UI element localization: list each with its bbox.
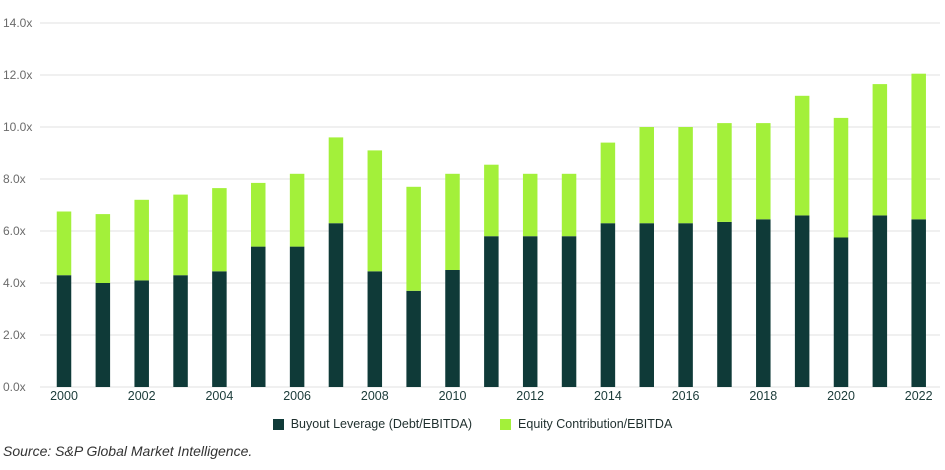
x-tick-label: 2000 [50, 389, 78, 403]
legend-label-equity: Equity Contribution/EBITDA [518, 417, 673, 431]
bar-equity [561, 173, 577, 237]
bar-equity [484, 164, 499, 237]
bar-equity [56, 211, 72, 276]
y-tick-label: 6.0x [3, 224, 26, 238]
bar-leverage [367, 271, 383, 387]
y-tick-label: 14.0x [3, 16, 32, 30]
bar-equity [717, 123, 732, 222]
bar-leverage [678, 223, 693, 387]
y-tick-label: 10.0x [3, 120, 32, 134]
legend-item-leverage: Buyout Leverage (Debt/EBITDA) [272, 417, 473, 431]
bar-leverage [328, 223, 344, 387]
bar-equity [251, 182, 266, 247]
bar-equity [600, 142, 616, 224]
y-tick-label: 0.0x [3, 380, 26, 394]
bar-equity [756, 123, 771, 220]
bar-leverage [289, 246, 305, 387]
bar-leverage [406, 290, 421, 387]
bar-equity [445, 173, 460, 270]
bar-leverage [251, 246, 266, 387]
bar-equity [833, 117, 849, 238]
stacked-bar-chart: 0.0x 2.0x 4.0x 6.0x 8.0x 10.0x 12.0x 14.0x 2000 2… [3, 16, 940, 403]
legend-swatch-leverage [272, 418, 284, 430]
x-tick-label: 2004 [205, 389, 233, 403]
x-tick-label: 2020 [827, 389, 855, 403]
source-note: Source: S&P Global Market Intelligence. [3, 443, 253, 459]
bar-equity [134, 199, 149, 281]
bar-leverage [911, 219, 926, 387]
x-tick-label: 2014 [594, 389, 622, 403]
bar-leverage [522, 236, 538, 387]
bar-equity [173, 194, 188, 276]
legend: Buyout Leverage (Debt/EBITDA) Equity Con… [0, 417, 945, 431]
bar-equity [639, 127, 654, 224]
bar-leverage [173, 275, 188, 387]
y-tick-label: 8.0x [3, 172, 26, 186]
bar-leverage [445, 270, 460, 387]
bar-equity [872, 84, 888, 216]
bar-equity [522, 173, 538, 237]
bar-equity [367, 150, 383, 272]
bar-equity [95, 214, 111, 283]
bar-leverage [484, 236, 499, 387]
legend-item-equity: Equity Contribution/EBITDA [500, 417, 672, 431]
bar-leverage [212, 271, 227, 387]
x-tick-label: 2012 [516, 389, 544, 403]
y-tick-label: 12.0x [3, 68, 32, 82]
bar-equity [406, 186, 421, 291]
bar-leverage [56, 275, 72, 387]
bar-equity [328, 137, 344, 224]
bar-leverage [134, 280, 149, 387]
x-tick-label: 2018 [749, 389, 777, 403]
legend-swatch-equity [500, 418, 512, 430]
bar-leverage [756, 219, 771, 387]
bar-equity [794, 95, 810, 216]
x-tick-label: 2016 [672, 389, 700, 403]
x-tick-label: 2022 [905, 389, 933, 403]
bar-leverage [717, 221, 732, 387]
x-tick-label: 2006 [283, 389, 311, 403]
bar-equity [212, 188, 227, 272]
y-tick-label: 2.0x [3, 328, 26, 342]
bar-leverage [794, 215, 810, 387]
bar-leverage [95, 283, 111, 387]
bar-equity [289, 173, 305, 247]
bar-equity [911, 73, 926, 220]
bar-leverage [833, 237, 849, 387]
x-tick-label: 2002 [128, 389, 156, 403]
x-tick-label: 2010 [439, 389, 467, 403]
bar-leverage [561, 236, 577, 387]
legend-label-leverage: Buyout Leverage (Debt/EBITDA) [290, 417, 473, 431]
bar-leverage [872, 215, 888, 387]
bar-leverage [600, 223, 616, 387]
x-tick-label: 2008 [361, 389, 389, 403]
bar-leverage [639, 223, 654, 387]
y-tick-label: 4.0x [3, 276, 26, 290]
bar-equity [678, 127, 693, 224]
